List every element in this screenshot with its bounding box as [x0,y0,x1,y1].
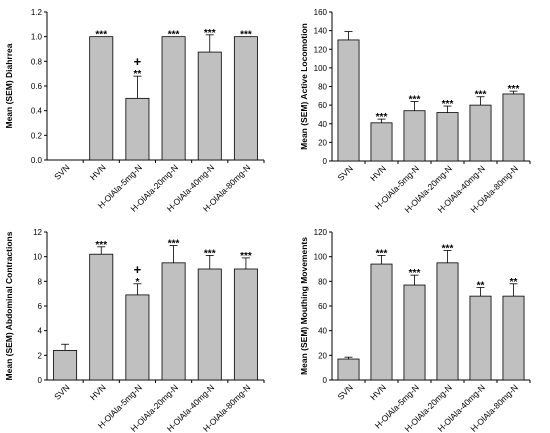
marker-label: + [134,54,142,69]
x-tick-label: SVN [335,163,354,182]
x-tick-label: HVN [88,382,108,402]
y-tick-label: 60 [318,101,327,110]
y-tick-label: 0 [323,376,328,385]
x-tick-label: HVN [88,162,108,182]
bar [233,36,258,161]
y-tick-label: 120 [314,228,328,237]
y-axis-label: Mean (SEM) Abdominal Contractions [4,231,14,380]
chart-panel-diarrhea: 0.0 0.2 0.4 0.6 0.8 1.0 1.2 Mean (SEM) Diahrrea… [4,8,265,214]
y-tick-label: 0 [38,376,43,385]
y-tick-label: 20 [318,138,327,147]
y-axis-label: Mean (SEM) Diahrrea [4,43,14,128]
significance-label: *** [442,244,454,255]
y-axis-label: Mean (SEM) Active Locomotion [299,23,309,150]
significance-label: *** [168,239,180,250]
bar [403,284,426,381]
bar [197,51,222,161]
y-tick-label: 100 [314,64,328,73]
significance-label: *** [240,251,252,262]
marker-label: + [134,262,142,277]
bar [161,36,186,161]
y-tick-label: 0.6 [31,82,43,91]
x-tick-label: HVN [368,382,388,402]
y-tick-label: 40 [318,327,327,336]
x-tick-label: SVN [52,382,71,401]
y-tick-label: 60 [318,302,327,311]
significance-label: *** [409,94,421,105]
bar [125,294,150,381]
y-axis-label: Mean (SEM) Mouthing Movements [299,237,309,375]
y-tick-label: 80 [318,277,327,286]
significance-label: *** [95,240,107,251]
significance-label: *** [95,30,107,41]
chart-panel-mouthing: 0 20 40 60 80 100 120 Mean (SEM) Mouthing Movem… [299,228,531,433]
y-tick-label: 160 [314,8,328,17]
chart-panel-locomotion: 0 20 40 60 80 100 120 140 160 Mean (SEM) Active L… [299,8,531,215]
y-tick-label: 140 [314,27,328,36]
significance-label: ** [510,277,518,288]
significance-label: *** [240,30,252,41]
y-tick-label: 12 [33,228,42,237]
bar [233,268,258,381]
bar [125,97,150,161]
bar [370,263,393,381]
bar [403,110,426,162]
y-tick-label: 0.0 [31,156,43,165]
y-tick-label: 2 [38,351,43,360]
bar [502,295,525,381]
bar [89,253,114,381]
bar [469,295,492,381]
y-tick-label: 10 [33,253,42,262]
y-tick-label: 0.8 [31,57,43,66]
significance-label: *** [204,248,216,259]
x-tick-label: SVN [52,162,71,181]
significance-label: *** [376,248,388,259]
bar [469,104,492,162]
bar [436,262,459,381]
bar [370,122,393,162]
significance-label: *** [204,28,216,39]
significance-label: *** [442,99,454,110]
x-tick-label: HVN [368,163,388,183]
x-tick-label: SVN [335,382,354,401]
y-tick-label: 80 [318,83,327,92]
y-tick-label: 1.0 [31,33,43,42]
y-tick-label: 100 [314,253,328,262]
y-tick-label: 4 [38,327,43,336]
significance-label: ** [477,281,485,292]
significance-label: *** [475,90,487,101]
significance-label: *** [168,30,180,41]
y-tick-label: 0 [323,157,328,166]
significance-label: *** [409,268,421,279]
y-tick-label: 6 [38,302,43,311]
bar [53,349,78,381]
bar [161,262,186,381]
y-tick-label: 8 [38,277,43,286]
significance-label: * [135,277,139,288]
y-tick-label: 120 [314,45,328,54]
y-tick-label: 20 [318,351,327,360]
bar [337,39,360,162]
bar [436,112,459,162]
significance-label: *** [376,112,388,123]
chart-panel-abdominal: 0 2 4 6 8 10 12 Mean (SEM) Abdominal Contractio… [4,228,265,433]
y-tick-label: 1.2 [31,8,43,17]
y-tick-label: 0.2 [31,131,43,140]
bar [197,268,222,381]
bar [89,36,114,161]
bar [502,93,525,162]
bar [337,358,360,381]
significance-label: *** [508,84,520,95]
y-tick-label: 0.4 [31,107,43,116]
significance-label: ** [134,69,142,80]
y-tick-label: 40 [318,120,327,129]
